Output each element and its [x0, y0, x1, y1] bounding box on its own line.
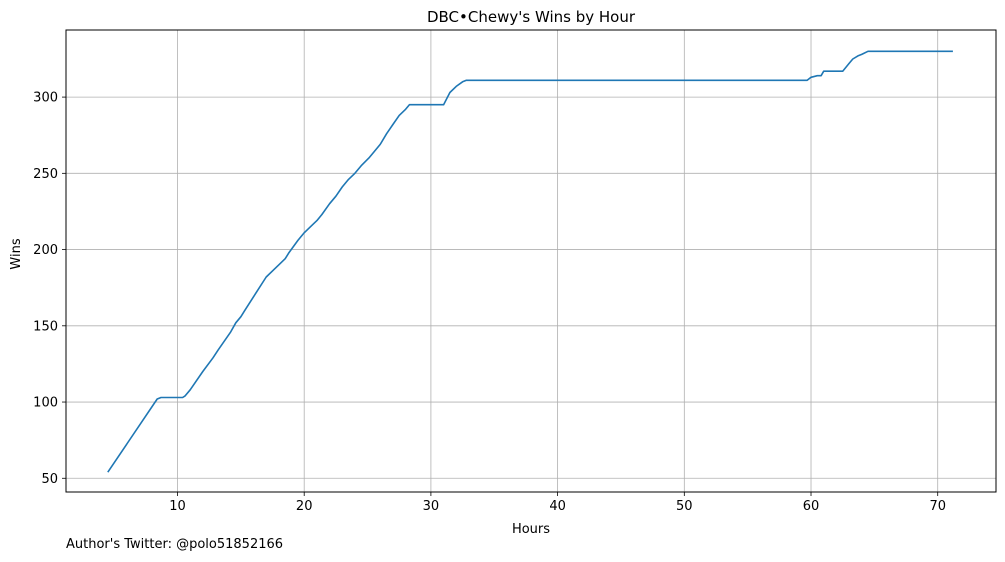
- x-tick-label: 20: [296, 499, 313, 514]
- y-tick-label: 100: [33, 396, 58, 411]
- y-tick-label: 250: [33, 167, 58, 182]
- x-tick-label: 50: [676, 499, 693, 514]
- y-axis-label: Wins: [9, 238, 24, 269]
- x-tick-label: 40: [549, 499, 566, 514]
- author-credit: Author's Twitter: @polo51852166: [66, 537, 284, 552]
- axes-frame: [65, 29, 997, 493]
- y-tick-label: 200: [33, 243, 58, 258]
- x-tick-label: 70: [929, 499, 946, 514]
- wins-series-line: [107, 50, 953, 473]
- y-tick-label: 50: [41, 472, 58, 487]
- grid: [66, 30, 996, 492]
- x-tick-label: 60: [803, 499, 820, 514]
- x-tick-label: 10: [169, 499, 186, 514]
- y-axis-ticks: 50 100 150 200 250 300: [33, 91, 66, 487]
- y-tick-label: 150: [33, 319, 58, 334]
- series-layer: [107, 50, 953, 473]
- x-tick-label: 30: [423, 499, 440, 514]
- chart-title: DBC•Chewy's Wins by Hour: [427, 8, 636, 26]
- x-axis-label: Hours: [512, 522, 550, 537]
- y-tick-label: 300: [33, 91, 58, 106]
- x-axis-ticks: 10 20 30 40 50 60 70: [169, 492, 946, 514]
